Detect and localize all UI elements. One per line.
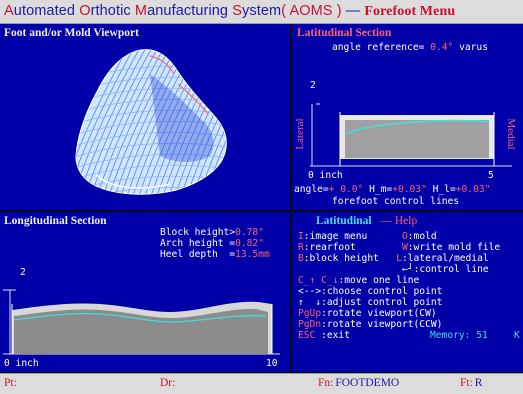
forefoot-control-lines: forefoot control lines [332,196,460,207]
wire-contour [76,131,227,151]
memory-indicator: Memory: 51 [430,330,488,341]
help-row-adjust-point: ↑ ↓:adjust control point [298,297,443,308]
angle-readout: angle=+ 0.0° H_m=+0.03" H_l=+0.03" [294,184,491,195]
wire-line [83,49,155,195]
wire-line [107,49,179,195]
heel-depth: Heel depth =13.5mm [160,249,270,260]
status-dr: Dr: [160,377,176,389]
longitudinal-chart [3,289,280,355]
status-ft: Ft: R [460,377,483,389]
latitudinal-title: Latitudinal Section [297,27,392,39]
long-x-end: 10 [266,358,278,369]
help-row-control-line: ←┘:control line [402,264,489,275]
lateral-label: Lateral [294,118,306,150]
lateral-label-wrap: Lateral [294,102,306,172]
arch-height: Arch height =0.82" [160,238,264,249]
mold-surface-line [13,312,267,323]
mold-profile-inner [14,308,268,354]
lat-x-start: 0 inch [308,170,343,181]
wire-line [215,49,227,195]
wire-line [234,44,290,199]
help-panel: Latitudinal — Help I:image menu O:mold R… [292,212,523,372]
angle-reference: angle reference= 0.4° varus [332,42,488,53]
title-bar: Automated Orthotic Manufacturing System(… [0,0,523,24]
wire-line [228,44,290,199]
medial-label-wrap: Medial [505,102,517,172]
help-row-rotate-cw: PgUp:rotate viewport(CW) [298,308,437,319]
help-row-block-height: B:block height L:lateral/medial [298,253,489,264]
help-row-rearfoot: R:rearfoot W:write mold file [298,242,501,253]
help-row-exit: ESC :exit [298,330,350,341]
latitudinal-chart [310,103,512,167]
wire-line [173,49,227,195]
memory-unit: K [514,330,520,341]
wire-contour [76,142,227,162]
foot-arch-shading [150,74,214,162]
longitudinal-title: Longitudinal Section [4,215,107,227]
status-pt: Pt: [4,377,17,389]
help-row-move-line: C_↑ C_↓:move one line [298,275,420,286]
help-row-image-menu: I:image menu O:mold [298,231,437,242]
app-acronym: ( AOMS ) [281,3,342,19]
wire-line [89,49,161,195]
help-title: Latitudinal — Help [316,215,418,227]
foot-heel-outline [95,173,171,189]
status-bar: Pt: Dr: Fn: FOOTDEMO Ft: R [0,373,523,394]
help-row-choose-point: <-->:choose control point [298,286,443,297]
wire-line [221,49,227,195]
wire-line [185,49,227,195]
wire-line [209,49,227,195]
menu-name: Forefoot Menu [364,4,456,19]
foot-mold-viewport[interactable]: Foot and/or Mold Viewport [0,24,290,210]
latitudinal-section-panel[interactable]: Latitudinal Section angle reference= 0.4… [292,24,523,210]
long-x-start: 0 inch [4,358,39,369]
lat-x-end: 5 [488,170,494,181]
wire-contour [76,153,227,173]
wire-line [76,49,137,195]
block-height: Block height>0.78" [160,227,264,238]
lat-y-tick: 2 [310,80,316,91]
wire-line [101,49,173,195]
app-title: Automated Orthotic Manufacturing System(… [4,3,456,19]
medial-label: Medial [505,118,517,150]
viewport-title: Foot and/or Mold Viewport [4,27,139,39]
longitudinal-section-panel[interactable]: Longitudinal Section Block height>0.78" … [0,212,290,372]
status-fn: Fn: FOOTDEMO [318,377,400,389]
help-row-rotate-ccw: PgDn:rotate viewport(CCW) [298,319,443,330]
long-y-tick: 2 [20,267,26,278]
wire-line [167,49,227,195]
wire-line [179,49,227,195]
foot-wireframe [75,44,290,199]
